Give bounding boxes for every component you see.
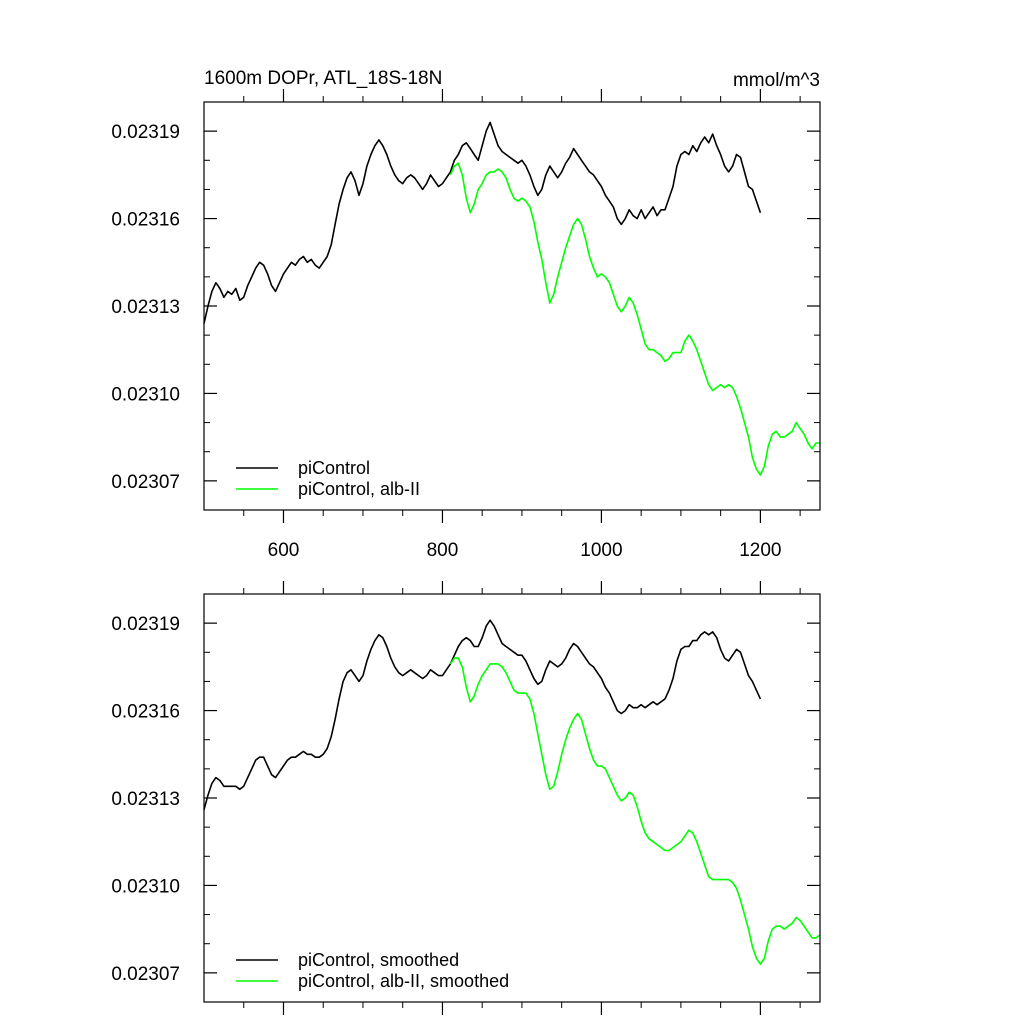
y-tick-label: 0.02307 [111,964,180,985]
bottom-plot-lines [203,619,821,965]
chart-title: 1600m DOPr, ATL_18S-18N [204,68,442,89]
y-tick-label: 0.02307 [111,472,180,493]
legend-label: piControl, alb-II, smoothed [298,971,509,991]
series-black-line [203,619,762,810]
legend-label: piControl [298,458,370,478]
y-tick-label: 0.02313 [111,297,180,318]
top-axes: 0.02307 0.02310 0.02313 0.02316 0.02319 600 80… [111,89,820,561]
y-tick-label: 0.02316 [111,702,180,723]
x-tick-label: 1200 [739,540,781,561]
series-green-line [449,162,820,476]
chart-units: mmol/m^3 [733,70,820,91]
x-tick-label: 600 [268,540,300,561]
top-plot-frame [203,101,821,511]
x-tick-label: 800 [427,540,459,561]
top-plot-lines [203,121,820,476]
y-tick-label: 0.02310 [111,384,180,405]
y-tick-label: 0.02319 [111,614,180,635]
legend-label: piControl, smoothed [298,950,459,970]
bottom-chart-panel: 0.02307 0.02310 0.02313 0.02316 0.02319 piCo… [111,581,821,1015]
y-tick-label: 0.02313 [111,789,180,810]
series-green-line [449,657,821,965]
x-tick-label: 1000 [580,540,622,561]
top-chart-panel: 1600m DOPr, ATL_18S-18N mmol/m^3 0.02307… [111,68,821,561]
series-black-line [203,121,762,324]
y-tick-label: 0.02319 [111,122,180,143]
y-tick-label: 0.02316 [111,210,180,231]
y-tick-label: 0.02310 [111,876,180,897]
bottom-axes: 0.02307 0.02310 0.02313 0.02316 0.02319 [111,581,820,1015]
bottom-plot-frame [203,593,821,1003]
legend-label: piControl, alb-II [298,479,420,499]
